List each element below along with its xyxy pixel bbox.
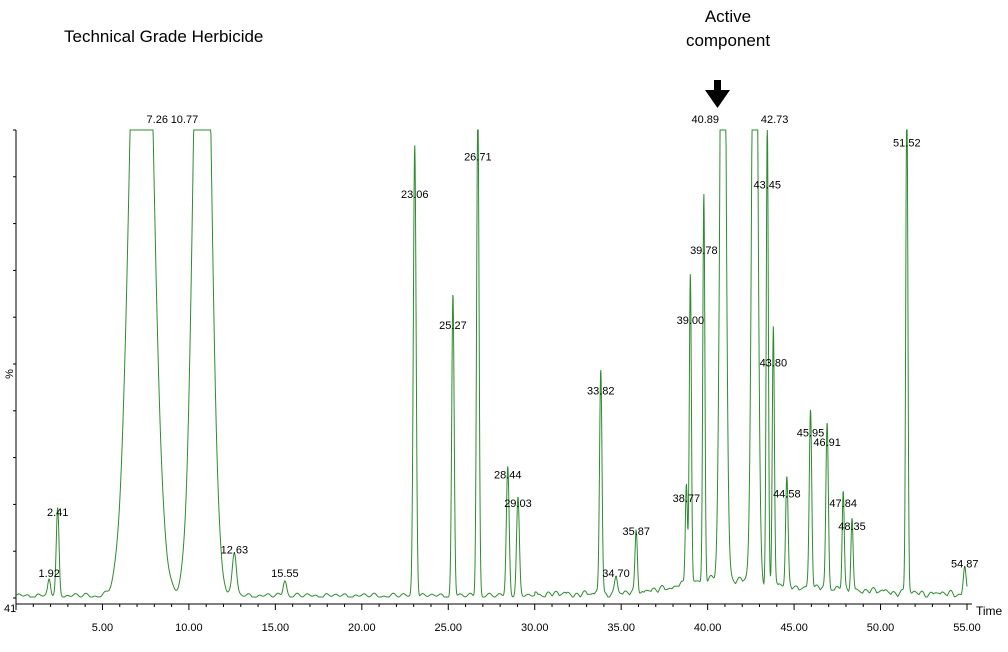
peak-label: 44.58 <box>773 488 801 500</box>
peak-label: 33.82 <box>587 385 615 397</box>
active-component-annotation: Active component <box>668 5 788 53</box>
peak-label: 42.73 <box>761 114 789 126</box>
peak-label: 43.45 <box>754 180 782 192</box>
peak-label: 43.80 <box>760 357 788 369</box>
x-tick-label: 20.00 <box>348 622 376 634</box>
x-tick-label: 35.00 <box>607 622 635 634</box>
peak-label: 28.44 <box>494 470 522 482</box>
peak-label: 34.70 <box>602 568 630 580</box>
peak-label: 23.06 <box>401 189 429 201</box>
peak-label: 10.77 <box>171 114 199 126</box>
x-tick-label: 50.00 <box>867 622 895 634</box>
peak-label: 38.77 <box>673 493 701 505</box>
x-tick-label: 10.00 <box>175 622 203 634</box>
peak-label: 51.52 <box>893 137 921 149</box>
peak-label: 54.87 <box>951 559 979 571</box>
y-axis-label: % <box>4 369 16 379</box>
x-tick-label: 5.00 <box>92 622 113 634</box>
peak-label: 45.95 <box>797 428 825 440</box>
peak-label: 48.35 <box>838 521 866 533</box>
peak-label: 26.71 <box>464 151 492 163</box>
peak-label: 1.92 <box>38 568 59 580</box>
peak-label: 35.87 <box>622 526 650 538</box>
peak-label: 39.78 <box>690 245 718 257</box>
peak-label: 2.41 <box>47 507 68 519</box>
x-tick-label: 45.00 <box>780 622 808 634</box>
peak-label: 15.55 <box>271 568 299 580</box>
annotation-line-1: Active <box>704 7 752 26</box>
peak-label: 47.84 <box>829 498 857 510</box>
peak-label: 39.00 <box>677 315 705 327</box>
x-tick-label: 25.00 <box>435 622 463 634</box>
chart-title: Technical Grade Herbicide <box>64 27 264 46</box>
y-offset-label: 41 <box>4 603 16 615</box>
peak-label: 25.27 <box>439 320 467 332</box>
annotation-line-2: component <box>685 31 771 50</box>
x-tick-label: 30.00 <box>521 622 549 634</box>
x-tick-label: 55.00 <box>953 622 981 634</box>
peak-label: 46.91 <box>813 437 841 449</box>
down-arrow-icon <box>705 80 730 108</box>
chromatogram-trace <box>15 129 968 598</box>
peak-label: 12.63 <box>221 545 249 557</box>
peak-label: 7.26 <box>147 114 168 126</box>
peak-label: 29.03 <box>504 498 532 510</box>
x-tick-label: 15.00 <box>262 622 290 634</box>
x-axis-label: Time <box>976 604 1003 618</box>
peak-label: 40.89 <box>691 114 719 126</box>
x-tick-label: 40.00 <box>694 622 722 634</box>
